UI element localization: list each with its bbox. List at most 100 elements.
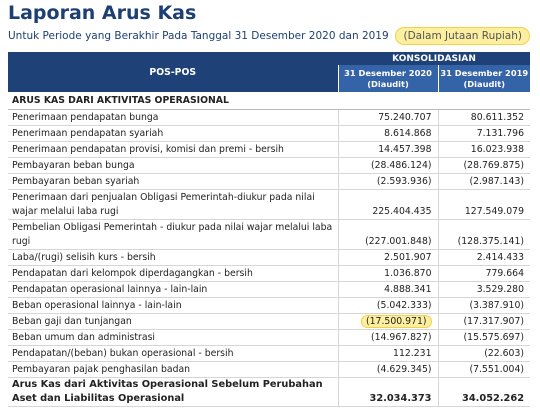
row-value-cell: 127.549.079 [437,189,531,220]
table-body: ARUS KAS DARI AKTIVITAS OPERASIONAL Pene… [8,92,531,407]
row-value: (14.967.827) [371,332,432,343]
row-value-cell: (5.042.333) [337,297,438,314]
row-value-cell: 2.501.907 [337,249,438,266]
row-value: 16.023.938 [470,144,525,155]
row-label: Penerimaan pendapatan provisi, komisi da… [8,141,338,158]
row-value: 34.052.262 [462,393,525,404]
table-row: Penerimaan pendapatan provisi, komisi da… [8,141,531,158]
row-label: Beban operasional lainnya - lain-lain [8,297,338,314]
row-value: 80.611.352 [470,112,525,123]
row-value-cell: 225.404.435 [337,189,438,220]
row-value: 3.529.280 [476,284,525,295]
row-value-cell: (15.575.697) [437,329,531,346]
subtitle: Untuk Periode yang Berakhir Pada Tanggal… [8,30,389,42]
section-title: ARUS KAS DARI AKTIVITAS OPERASIONAL [8,92,531,110]
row-value-cell: 1.036.870 [337,265,438,282]
row-label: Pendapatan operasional lainnya - lain-la… [8,281,338,298]
row-value: 4.888.341 [384,284,432,295]
row-value-cell: (128.375.141) [437,219,531,250]
row-value-cell: 80.611.352 [437,109,531,126]
row-value-cell: 779.664 [437,265,531,282]
table-row: Penerimaan pendapatan syariah 8.614.868 7.… [8,125,531,142]
row-value: (2.593.936) [376,176,432,187]
row-value: (3.387.910) [469,300,525,311]
table-row: Pendapatan operasional lainnya - lain-la… [8,281,531,298]
table-row: Pembelian Obligasi Pemerintah - diukur p… [8,219,531,250]
row-value: (15.575.697) [463,332,525,343]
row-value-cell: 112.231 [337,345,438,362]
row-value: (17.317.907) [463,316,525,327]
row-value-cell: (28.486.124) [337,157,438,174]
row-value-cell: 14.457.398 [337,141,438,158]
row-label: Penerimaan dari penjualan Obligasi Pemer… [8,189,338,220]
row-value: 14.457.398 [378,144,432,155]
table-row: Penerimaan dari penjualan Obligasi Pemer… [8,189,531,220]
row-value-cell: 4.888.341 [337,281,438,298]
table-row: Pembayaran beban syariah (2.593.936) (2.98… [8,173,531,190]
row-value-cell: 7.131.796 [437,125,531,142]
table-row: Beban operasional lainnya - lain-lain (5.… [8,297,531,314]
column-header: 31 Desember 2020 (Diaudit) [337,65,438,92]
row-value-cell: (2.987.143) [437,173,531,190]
row-value-cell: (3.387.910) [437,297,531,314]
row-value: (28.486.124) [371,160,432,171]
row-label: Pendapatan/(beban) bukan operasional - b… [8,345,338,362]
row-value: (28.769.875) [463,160,525,171]
row-label: Beban gaji dan tunjangan [8,313,338,330]
row-value-cell: 3.529.280 [437,281,531,298]
row-value-cell: 34.052.262 [437,377,531,407]
table-row: Beban gaji dan tunjangan (17.500.971) (17.… [8,313,531,330]
row-value: (22.603) [484,348,525,359]
row-label: Pembayaran beban syariah [8,173,338,190]
row-value-cell: (7.551.004) [437,361,531,378]
row-label: Pendapatan dari kelompok diperdagangkan … [8,265,338,282]
section-row: ARUS KAS DARI AKTIVITAS OPERASIONAL [8,92,531,110]
row-value: (128.375.141) [457,236,525,247]
table-row: Pendapatan/(beban) bukan operasional - b… [8,345,531,362]
table-row: Pembayaran beban bunga (28.486.124) (28.76… [8,157,531,174]
table-row: Pendapatan dari kelompok diperdagangkan … [8,265,531,282]
row-label: Pembelian Obligasi Pemerintah - diukur p… [8,219,338,250]
row-value: 8.614.868 [384,128,432,139]
row-label: Arus Kas dari Aktivitas Operasional Sebe… [8,377,338,407]
row-value: (227.001.848) [365,236,432,247]
row-value-cell: (28.769.875) [437,157,531,174]
row-label: Penerimaan pendapatan syariah [8,125,338,142]
table-row: Pembayaran pajak penghasilan badan (4.629… [8,361,531,378]
group-header: KONSOLIDASIAN [338,52,531,65]
row-label: Laba/(rugi) selisih kurs - bersih [8,249,338,266]
row-value-cell: (227.001.848) [337,219,438,250]
row-value: 2.501.907 [384,252,432,263]
row-value-cell: 75.240.707 [337,109,438,126]
table-row: Arus Kas dari Aktivitas Operasional Sebe… [8,377,531,407]
row-value: (5.042.333) [376,300,432,311]
row-value-cell: 16.023.938 [437,141,531,158]
row-value-cell: (17.500.971) [337,313,438,330]
table-row: Laba/(rugi) selisih kurs - bersih 2.501.9… [8,249,531,266]
row-value-cell: (4.629.345) [337,361,438,378]
column-header: 31 Desember 2019 (Diaudit) [437,65,531,92]
row-value: (4.629.345) [376,364,432,375]
row-value-cell: 2.414.433 [437,249,531,266]
title: Laporan Arus Kas [8,2,197,24]
row-value-cell: (2.593.936) [337,173,438,190]
row-value: 112.231 [393,348,432,359]
row-value: 779.664 [485,268,525,279]
label-header: POS-POS [8,52,338,92]
row-value: 75.240.707 [378,112,432,123]
row-value-cell: 8.614.868 [337,125,438,142]
row-value: 225.404.435 [372,206,432,217]
row-value: 7.131.796 [476,128,525,139]
row-label: Beban umum dan administrasi [8,329,338,346]
column-note: (Diaudit) [367,78,409,89]
row-value-cell: (14.967.827) [337,329,438,346]
row-value: 32.034.373 [369,393,432,404]
row-label: Pembayaran pajak penghasilan badan [8,361,338,378]
row-value: (7.551.004) [469,364,525,375]
row-value-cell: (17.317.907) [437,313,531,330]
row-value: (2.987.143) [469,176,525,187]
unit-note: (Dalam Jutaan Rupiah) [395,27,530,45]
column-note: (Diaudit) [463,78,506,89]
row-value: 127.549.079 [464,206,525,217]
